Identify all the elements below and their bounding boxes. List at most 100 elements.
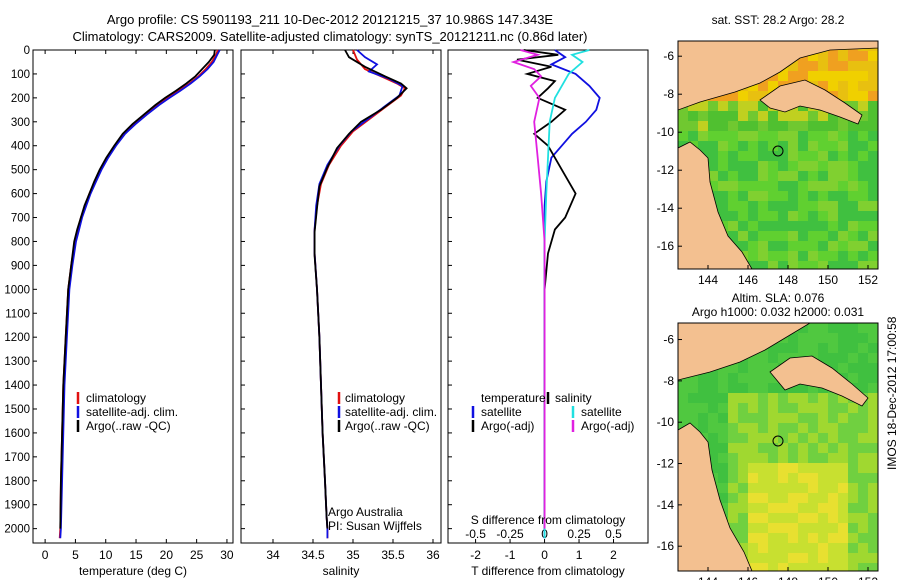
x-tick-label-top: 0.5: [605, 527, 622, 541]
heatmap-cell: [728, 221, 738, 231]
heatmap-cell: [778, 161, 788, 171]
heatmap-cell: [828, 393, 838, 403]
heatmap-cell: [848, 101, 858, 111]
heatmap-cell: [718, 161, 728, 171]
heatmap-cell: [808, 443, 818, 453]
heatmap-cell: [838, 171, 848, 181]
heatmap-cell: [728, 181, 738, 191]
heatmap-cell: [868, 513, 878, 523]
x-tick-label-top: -0.25: [496, 527, 524, 541]
heatmap-cell: [808, 141, 818, 151]
heatmap-cell: [848, 51, 858, 61]
heatmap-cell: [848, 131, 858, 141]
heatmap-cell: [788, 393, 798, 403]
heatmap-cell: [848, 363, 858, 373]
heatmap-cell: [798, 333, 808, 343]
heatmap-cell: [858, 261, 868, 269]
heatmap-cell: [788, 543, 798, 553]
x-tick-label: 1: [576, 548, 583, 562]
heatmap-cell: [868, 423, 878, 433]
heatmap-cell: [858, 121, 868, 131]
heatmap-cell: [708, 393, 718, 403]
heatmap-cell: [698, 393, 708, 403]
heatmap-cell: [708, 141, 718, 151]
heatmap-cell: [828, 81, 838, 91]
heatmap-cell: [858, 363, 868, 373]
legend-label-argo: Argo(..raw -QC): [345, 419, 430, 433]
heatmap-cell: [738, 533, 748, 543]
heatmap-cell: [868, 81, 878, 91]
heatmap-cell: [848, 553, 858, 563]
heatmap-cell: [718, 141, 728, 151]
heatmap-cell: [788, 533, 798, 543]
heatmap-cell: [718, 171, 728, 181]
heatmap-cell: [758, 181, 768, 191]
heatmap-cell: [768, 181, 778, 191]
y-tick-label: 700: [11, 213, 30, 225]
y-tick-label: 1600: [4, 428, 30, 440]
y-tick-label: 100: [11, 69, 30, 81]
heatmap-cell: [798, 433, 808, 443]
heatmap-cell: [848, 453, 858, 463]
heatmap-cell: [838, 493, 848, 503]
heatmap-cell: [818, 483, 828, 493]
heatmap-cell: [738, 131, 748, 141]
heatmap-cell: [748, 101, 758, 111]
heatmap-cell: [758, 241, 768, 251]
heatmap-cell: [778, 241, 788, 251]
heatmap-cell: [818, 333, 828, 343]
heatmap-cell: [738, 473, 748, 483]
heatmap-cell: [728, 403, 738, 413]
heatmap-cell: [748, 91, 758, 101]
x-tick-label: 34: [266, 548, 280, 562]
heatmap-cell: [798, 543, 808, 553]
temperature-axes: 0 5 10 15 20 25 300100200300400500600700800900…: [4, 45, 234, 562]
heatmap-cell: [788, 251, 798, 261]
heatmap-cell: [798, 221, 808, 231]
legend-label-climatology: climatology: [86, 391, 146, 405]
heatmap-cell: [678, 403, 688, 413]
legend-label-s-satellite: satellite: [581, 405, 622, 419]
heatmap-cell: [738, 433, 748, 443]
heatmap-cell: [818, 211, 828, 221]
sst-land-north: [678, 41, 878, 111]
heatmap-cell: [788, 433, 798, 443]
heatmap-cell: [808, 333, 818, 343]
heatmap-cell: [868, 363, 878, 373]
heatmap-cell: [818, 393, 828, 403]
heatmap-cell: [838, 251, 848, 261]
heatmap-cell: [758, 523, 768, 533]
heatmap-cell: [788, 241, 798, 251]
heatmap-cell: [848, 423, 858, 433]
x-tick-label: 0: [42, 548, 49, 562]
heatmap-cell: [858, 61, 868, 71]
heatmap-cell: [828, 323, 838, 333]
heatmap-cell: [788, 211, 798, 221]
heatmap-cell: [718, 373, 728, 383]
heatmap-cell: [718, 181, 728, 191]
heatmap-cell: [828, 51, 838, 61]
y-tick-label: 2000: [4, 524, 30, 536]
heatmap-cell: [708, 181, 718, 191]
heatmap-cell: [838, 91, 848, 101]
y-tick-label: 1100: [5, 308, 30, 320]
heatmap-cell: [838, 353, 848, 363]
heatmap-cell: [828, 533, 838, 543]
heatmap-cell: [758, 101, 768, 111]
heatmap-cell: [828, 523, 838, 533]
heatmap-cell: [788, 61, 798, 71]
heatmap-cell: [798, 483, 808, 493]
heatmap-cell: [778, 553, 788, 563]
heatmap-cell: [708, 383, 718, 393]
heatmap-cell: [858, 423, 868, 433]
heatmap-cell: [848, 523, 858, 533]
heatmap-cell: [678, 393, 688, 403]
heatmap-cell: [778, 463, 788, 473]
heatmap-cell: [718, 443, 728, 453]
heatmap-cell: [868, 523, 878, 533]
heatmap-cell: [718, 151, 728, 161]
heatmap-cell: [858, 343, 868, 353]
heatmap-cell: [748, 363, 758, 373]
sla-argo-marker: [772, 435, 784, 447]
heatmap-cell: [798, 383, 808, 393]
